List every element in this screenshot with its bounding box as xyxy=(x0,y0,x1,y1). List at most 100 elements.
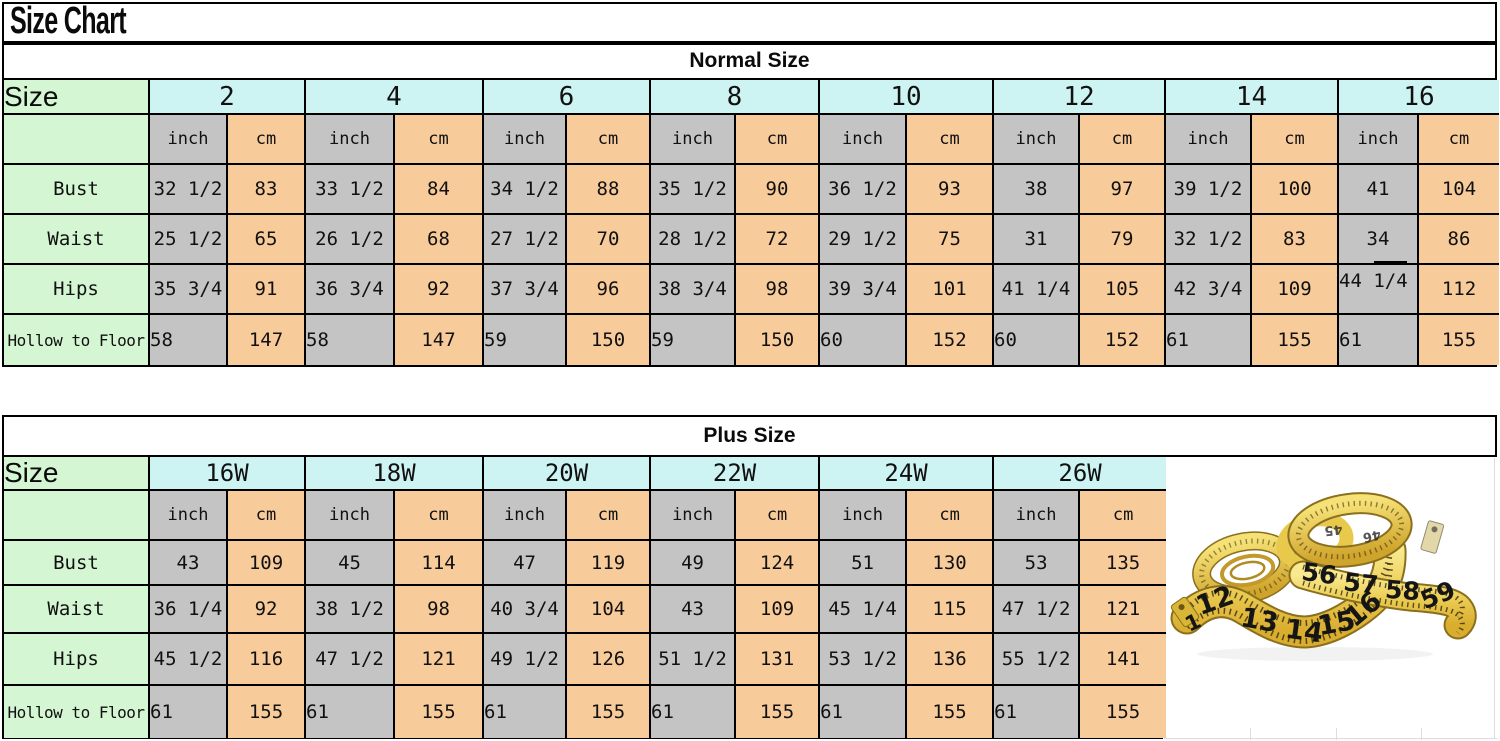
cm-value-cell: 98 xyxy=(395,586,485,634)
unit-inch-header: inch xyxy=(306,115,395,165)
cm-value-cell: 155 xyxy=(1252,315,1339,365)
table-row: Size 16W 18W 20W 22W 24W 26W xyxy=(4,457,1167,491)
plus-size-header-band: Plus Size xyxy=(2,415,1497,457)
size-column-header: 16W xyxy=(150,457,307,491)
inch-value-cell: 60 xyxy=(994,315,1080,365)
cm-value-cell: 126 xyxy=(567,634,652,686)
table-row: Hollow to Floor 58 147 58 147 59 150 59 150 60 152… xyxy=(4,315,1499,365)
tape-metal-tab xyxy=(1420,520,1445,554)
tape-number: 46 xyxy=(1361,526,1382,544)
cm-value-cell: 109 xyxy=(736,586,821,634)
inch-value-cell: 61 xyxy=(651,686,737,738)
cm-value-cell: 91 xyxy=(228,265,306,315)
unit-inch-header: inch xyxy=(651,491,737,541)
inch-value-cell: 38 1/2 xyxy=(306,586,396,634)
page-title: Size Chart xyxy=(9,0,127,42)
cm-value-cell: 104 xyxy=(567,586,652,634)
cm-value-cell: 119 xyxy=(567,541,652,586)
cm-value-cell: 100 xyxy=(1252,165,1339,215)
row-label: Bust xyxy=(4,541,150,586)
plus-size-title: Plus Size xyxy=(703,424,796,447)
cm-value-cell: 109 xyxy=(228,541,307,586)
unit-cm-header: cm xyxy=(1419,115,1499,165)
unit-cm-header: cm xyxy=(395,491,485,541)
table-row: Hips 35 3/4 91 36 3/4 92 37 3/4 96 38 3/4 98 39 3… xyxy=(4,265,1499,315)
size-column-header: 20W xyxy=(484,457,652,491)
cm-value-cell: 65 xyxy=(228,215,306,265)
cm-value-cell: 88 xyxy=(567,165,651,215)
table-row: inch cm inch cm inch cm inch cm inch cm inch cm inch… xyxy=(4,115,1499,165)
inch-value-cell: 31 xyxy=(994,215,1080,265)
inch-value-cell: 45 1/2 xyxy=(150,634,228,686)
tape-number: 58 xyxy=(1384,575,1421,606)
inch-value-cell: 43 xyxy=(651,586,737,634)
cm-value-cell: 72 xyxy=(736,215,820,265)
inch-value-cell: 61 xyxy=(820,686,908,738)
inch-value-cell: 45 1/4 xyxy=(820,586,908,634)
cm-value-cell: 101 xyxy=(907,265,994,315)
empty-label-cell xyxy=(4,115,150,165)
inch-value-cell: 36 1/4 xyxy=(150,586,228,634)
inch-value-cell: 44 1/4 xyxy=(1339,265,1419,315)
faint-gridline-tick xyxy=(1250,728,1251,740)
unit-inch-header: inch xyxy=(306,491,396,541)
cm-value-cell: 155 xyxy=(395,686,485,738)
row-label: Hips xyxy=(4,634,150,686)
table-row: Hips 45 1/2 116 47 1/2 121 49 1/2 126 51 1/2 131… xyxy=(4,634,1167,686)
unit-inch-header: inch xyxy=(484,115,567,165)
inch-value-cell: 42 3/4 xyxy=(1166,265,1252,315)
cm-value-cell: 114 xyxy=(395,541,485,586)
inch-value-cell: 34 1/2 xyxy=(484,165,567,215)
cm-value-cell: 68 xyxy=(395,215,484,265)
cm-value-cell: 92 xyxy=(228,586,307,634)
unit-cm-header: cm xyxy=(1080,115,1166,165)
row-label: Bust xyxy=(4,165,150,215)
inch-value-cell: 47 1/2 xyxy=(994,586,1081,634)
inch-value-cell: 61 xyxy=(1339,315,1419,365)
inch-value-cell: 53 xyxy=(994,541,1081,586)
inch-value-cell: 41 1/4 xyxy=(994,265,1080,315)
cm-value-cell: 75 xyxy=(907,215,994,265)
cm-value-cell: 155 xyxy=(907,686,995,738)
inch-value-cell: 61 xyxy=(484,686,568,738)
faint-gridline-vertical xyxy=(1494,458,1495,739)
cm-value-cell: 130 xyxy=(907,541,995,586)
table-row: Waist 36 1/4 92 38 1/2 98 40 3/4 104 43 109 45 1/… xyxy=(4,586,1167,634)
faint-gridline-horizontal xyxy=(1164,738,1497,739)
table-row: Hollow to Floor 61 155 61 155 61 155 61 155 61 155… xyxy=(4,686,1167,738)
normal-size-table: Size 2 4 6 8 10 12 14 16 inch cm inch cm inch cm inch cm… xyxy=(2,80,1499,367)
unit-cm-header: cm xyxy=(228,491,307,541)
inch-value-cell: 27 1/2 xyxy=(484,215,567,265)
size-column-header: 10 xyxy=(820,80,994,115)
size-column-header: 2 xyxy=(150,80,306,115)
cm-value-cell: 124 xyxy=(736,541,821,586)
cm-value-cell: 155 xyxy=(228,686,307,738)
normal-size-title: Normal Size xyxy=(689,49,810,72)
row-label: Hollow to Floor xyxy=(4,315,150,365)
cm-value-cell: 121 xyxy=(395,634,485,686)
inch-value-cell: 33 1/2 xyxy=(306,165,395,215)
inch-value-cell: 37 3/4 xyxy=(484,265,567,315)
inch-value-cell: 49 1/2 xyxy=(484,634,568,686)
unit-cm-header: cm xyxy=(907,115,994,165)
inch-value-cell: 61 xyxy=(306,686,396,738)
cm-value-cell: 84 xyxy=(395,165,484,215)
table-row: Bust 32 1/2 83 33 1/2 84 34 1/2 88 35 1/2 90 36 1… xyxy=(4,165,1499,215)
tape-number: 15 xyxy=(1315,605,1357,642)
unit-cm-header: cm xyxy=(1252,115,1339,165)
inch-value-cell: 36 1/2 xyxy=(820,165,907,215)
cm-value-cell: 131 xyxy=(736,634,821,686)
size-column-header: 16 xyxy=(1339,80,1499,115)
inch-value-cell: 45 xyxy=(306,541,396,586)
plus-size-table: Size 16W 18W 20W 22W 24W 26W inch cm inch cm inch cm… xyxy=(2,457,1167,739)
faint-gridline-tick xyxy=(1336,728,1337,740)
inch-value-cell: 34 xyxy=(1339,215,1419,265)
cm-value-cell: 150 xyxy=(567,315,651,365)
row-label: Hips xyxy=(4,265,150,315)
inch-value-cell: 53 1/2 xyxy=(820,634,908,686)
inch-value-cell: 61 xyxy=(1166,315,1252,365)
unit-inch-header: inch xyxy=(651,115,736,165)
table-row: Waist 25 1/2 65 26 1/2 68 27 1/2 70 28 1/2 72 29 … xyxy=(4,215,1499,265)
cm-value-cell: 104 xyxy=(1419,165,1499,215)
unit-inch-header: inch xyxy=(820,115,907,165)
